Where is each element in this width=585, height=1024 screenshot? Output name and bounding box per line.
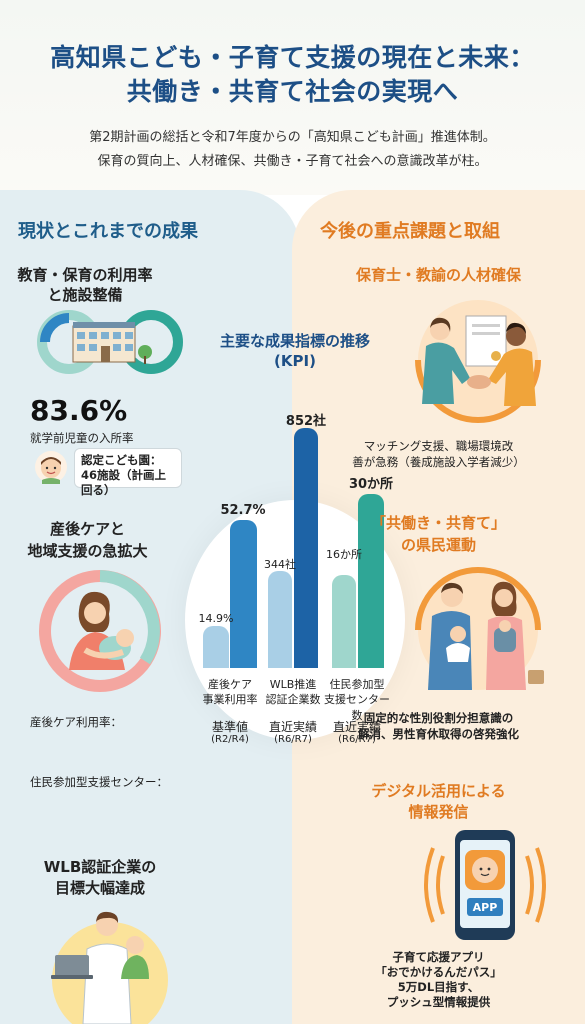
left-block1-title1: 教育・保育の利用率 bbox=[17, 266, 153, 284]
period-label-3-sub: (R6/R7) bbox=[338, 734, 376, 745]
mother-baby-icon bbox=[39, 570, 161, 692]
page-title-line2: 共働き・共育て社会の実現へ bbox=[126, 77, 459, 106]
family-icon bbox=[415, 567, 544, 690]
period-label-1: 基準値 bbox=[211, 720, 248, 734]
period-label-1-sub: (R2/R4) bbox=[211, 734, 249, 745]
bubble-line1: 認定こども園： bbox=[81, 453, 162, 467]
right-block2-text1: 固定的な性別役割分担意識の bbox=[363, 711, 514, 725]
category-label-wlb-2: 認証企業数 bbox=[265, 693, 321, 706]
right-block1-title: 保育士・教諭の人材確保 bbox=[355, 266, 521, 284]
app-label: APP bbox=[472, 901, 498, 914]
right-block2-title2: の県民運動 bbox=[400, 536, 476, 554]
category-label-center-1: 住民参加型 bbox=[329, 678, 385, 691]
value-center-baseline: 16か所 bbox=[326, 548, 362, 561]
postnatal-care-label: 産後ケア利用率： bbox=[30, 715, 122, 729]
right-block2-title1: 「共働き・共育て」 bbox=[370, 514, 506, 532]
category-label-wlb-1: WLB推進 bbox=[269, 678, 317, 691]
certified-centers-bubble: 認定こども園： 46施設（計画上回る） bbox=[74, 448, 182, 497]
worker-parent-icon bbox=[51, 911, 168, 1024]
kpi-chart-title-sub: (KPI) bbox=[274, 352, 316, 370]
period-label-2: 直近実績 bbox=[268, 720, 317, 734]
category-label-postnatal-1: 産後ケア bbox=[208, 678, 252, 691]
right-block3-text4: プッシュ型情報提供 bbox=[386, 995, 491, 1009]
enrollment-rate-value: 83.6% bbox=[30, 394, 128, 427]
right-block3-text3: 5万DL目指す、 bbox=[397, 980, 480, 994]
right-block1-text2: 善が急務（養成施設入学者減少） bbox=[352, 455, 525, 469]
period-label-3: 直近実績 bbox=[332, 720, 381, 734]
category-label-center-2: 支援センター数 bbox=[324, 693, 390, 722]
value-wlb-recent: 852社 bbox=[285, 414, 327, 429]
left-block2-title1: 産後ケアと bbox=[50, 520, 125, 538]
subtitle-line1: 第2期計画の総括と令和7年度からの「高知県こども計画」推進体制。 bbox=[89, 130, 496, 145]
page-title-line1: 高知県こども・子育て支援の現在と未来： bbox=[50, 43, 535, 72]
left-section-heading: 現状とこれまでの成果 bbox=[18, 221, 198, 242]
value-postnatal-recent: 52.7% bbox=[220, 503, 266, 518]
left-block1-title2: と施設整備 bbox=[47, 286, 123, 304]
left-block2-title2: 地域支援の急拡大 bbox=[27, 542, 148, 560]
right-block3-text2: 「おでかけるんだパス」 bbox=[375, 965, 502, 979]
handshake-icon bbox=[415, 300, 541, 423]
value-center-recent: 30か所 bbox=[348, 477, 394, 492]
bar-postnatal-baseline bbox=[203, 626, 229, 668]
bar-wlb-recent bbox=[294, 428, 318, 668]
child-avatar-icon bbox=[35, 451, 67, 484]
right-block3-title1: デジタル活用による bbox=[371, 782, 506, 800]
bubble-line2: 46施設（計画上回る） bbox=[81, 468, 167, 497]
category-label-postnatal-2: 事業利用率 bbox=[202, 693, 258, 706]
left-block3-title2: 目標大幅達成 bbox=[54, 879, 145, 897]
value-postnatal-baseline: 14.9% bbox=[198, 612, 234, 625]
bar-center-recent bbox=[358, 494, 384, 668]
value-wlb-baseline: 344社 bbox=[264, 558, 296, 571]
right-block3-text1: 子育て応援アプリ bbox=[392, 950, 485, 964]
subtitle-line2: 保育の質向上、人材確保、共働き・子育て社会への意識改革が柱。 bbox=[97, 154, 488, 169]
bar-center-baseline bbox=[332, 575, 356, 668]
header: 高知県こども・子育て支援の現在と未来： 共働き・共育て社会の実現へ 第2期計画の… bbox=[0, 0, 585, 195]
support-center-label: 住民参加型支援センター： bbox=[30, 775, 168, 789]
smartphone-app-icon bbox=[424, 830, 546, 940]
kpi-chart-title: 主要な成果指標の推移 bbox=[219, 332, 370, 350]
left-block3-title1: WLB認証企業の bbox=[43, 858, 157, 876]
period-label-2-sub: (R6/R7) bbox=[274, 734, 312, 745]
right-block2-text2: 解消、男性育休取得の啓発強化 bbox=[358, 727, 519, 741]
bar-wlb-baseline bbox=[268, 571, 292, 668]
bar-postnatal-recent bbox=[230, 520, 257, 668]
right-block3-title2: 情報発信 bbox=[408, 803, 469, 821]
facility-icon bbox=[37, 310, 183, 374]
right-section-heading: 今後の重点課題と取組 bbox=[320, 221, 500, 242]
right-block1-text1: マッチング支援、職場環境改 bbox=[363, 439, 514, 453]
enrollment-rate-caption: 就学前児童の入所率 bbox=[30, 431, 134, 445]
